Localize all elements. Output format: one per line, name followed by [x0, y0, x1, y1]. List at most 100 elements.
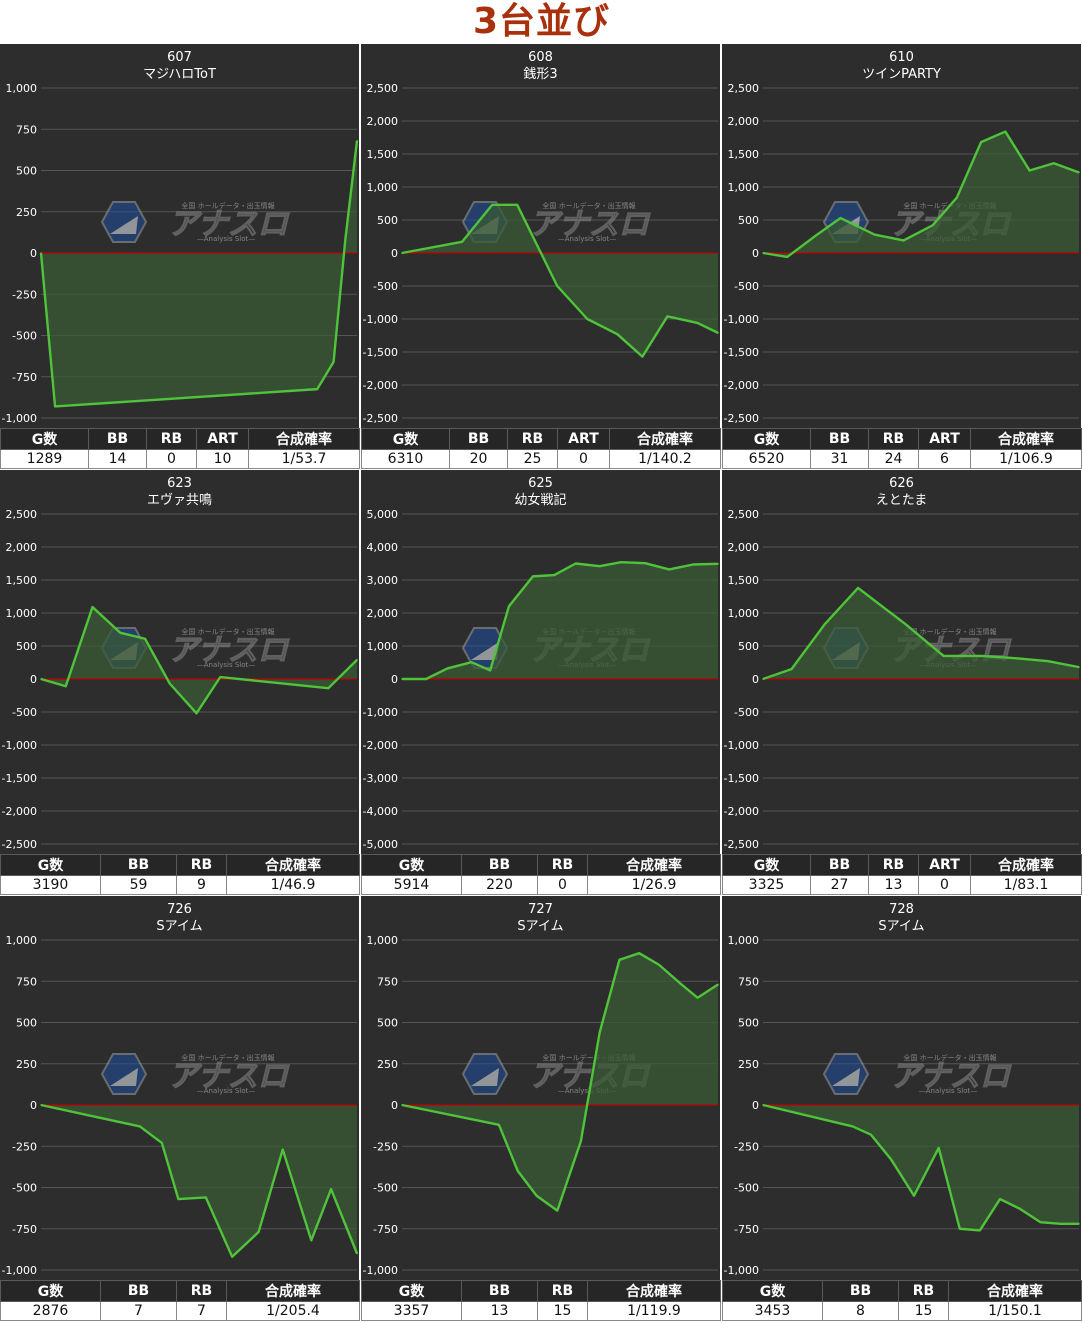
chart-panel-625: 625 幼女戦記 -5,000 -4,000 -3,000 -2,000 -1,000 0 1,… — [361, 470, 721, 895]
stats-header-cell: G数 — [722, 428, 811, 450]
chart-panel-608: 608 銭形3 -2,500 -2,000 -1,500 -1,000 -500 0 500 1,… — [361, 44, 721, 469]
data-point — [666, 315, 669, 318]
y-tick-label: -500 — [373, 280, 398, 293]
data-point — [195, 712, 198, 715]
y-tick-label: 1,500 — [6, 574, 38, 587]
y-tick-label: 500 — [377, 1017, 398, 1030]
stats-header-cell: BB — [100, 854, 177, 876]
stats-value-row: 3190 59 9 1/46.9 — [0, 875, 360, 895]
stats-header-cell: 合成確率 — [226, 1280, 360, 1302]
stats-header-cell: G数 — [722, 854, 811, 876]
stats-header-cell: G数 — [0, 428, 89, 450]
stats-value-cell: 0 — [537, 875, 588, 895]
y-tick-label: -500 — [373, 1182, 398, 1195]
machine-name: マジハロToT — [143, 67, 216, 82]
y-tick-label: 0 — [391, 247, 398, 260]
watermark-sub: —Analysis Slot— — [558, 1087, 616, 1095]
logo-wedge-icon — [110, 216, 138, 234]
stats-header-row: G数 BB RB 合成確率 — [0, 854, 360, 876]
series-line — [40, 605, 358, 715]
area-fill — [402, 953, 718, 1211]
data-point — [139, 1125, 141, 1128]
data-point — [1019, 1208, 1021, 1210]
series-line — [762, 586, 1080, 681]
stats-header-row: G数 BB RB ART 合成確率 — [722, 854, 1082, 876]
watermark-tagline: 全国 ホールデータ・出玉情報 — [181, 627, 274, 636]
stats-value-row: 6520 31 24 6 1/106.9 — [722, 449, 1082, 469]
stats-value-cell: 3453 — [722, 1301, 823, 1321]
stats-header-cell: ART — [557, 428, 610, 450]
data-point — [762, 252, 764, 254]
data-point — [762, 678, 764, 680]
y-tick-label: 2,500 — [728, 82, 760, 95]
y-tick-label: -2,500 — [724, 838, 759, 851]
machine-number: 623 — [167, 476, 192, 491]
stats-header-cell: BB — [461, 1280, 538, 1302]
stats-value-cell: 1289 — [0, 449, 89, 469]
watermark-tagline: 全国 ホールデータ・出玉情報 — [903, 627, 996, 636]
stats-header-cell: ART — [918, 854, 971, 876]
data-point — [161, 1142, 163, 1144]
data-point — [54, 405, 56, 408]
y-tick-label: 4,000 — [367, 541, 399, 554]
stats-header-cell: G数 — [361, 1280, 462, 1302]
stats-value-cell: 6 — [918, 449, 971, 469]
y-tick-label: -1,500 — [724, 346, 759, 359]
data-point — [516, 1170, 519, 1172]
stats-value-cell: 3325 — [722, 875, 811, 895]
data-point — [1078, 171, 1080, 174]
stats-header-cell: 合成確率 — [587, 1280, 721, 1302]
y-tick-label: -2,500 — [2, 838, 37, 851]
y-tick-label: -250 — [12, 288, 37, 301]
stats-header-cell: 合成確率 — [226, 854, 360, 876]
stats-table: G数 BB RB ART 合成確率 1289 14 0 10 1/53.7 — [0, 428, 360, 469]
stats-value-cell: 1/106.9 — [970, 449, 1082, 469]
data-point — [658, 963, 660, 966]
stats-value-cell: 15 — [898, 1301, 949, 1321]
data-point — [678, 982, 681, 984]
data-point — [491, 204, 493, 206]
y-tick-label: -1,000 — [2, 739, 37, 752]
area-fill — [41, 140, 357, 407]
stats-header-cell: RB — [868, 428, 919, 450]
data-point — [618, 959, 621, 961]
y-tick-label: 1,500 — [728, 574, 760, 587]
y-tick-label: -500 — [12, 1182, 37, 1195]
stats-header-cell: RB — [146, 428, 197, 450]
machine-name: Sアイム — [878, 919, 924, 934]
y-tick-label: 2,000 — [367, 607, 399, 620]
y-tick-label: 1,000 — [728, 934, 760, 947]
y-tick-label: -250 — [12, 1140, 37, 1153]
logo-wedge-icon — [110, 1068, 138, 1086]
stats-header-row: G数 BB RB ART 合成確率 — [361, 428, 721, 450]
page-title: 3台並び — [472, 1, 611, 42]
data-point — [696, 996, 699, 999]
area-fill — [763, 587, 1079, 679]
stats-header-cell: 合成確率 — [970, 428, 1082, 450]
y-tick-label: -2,000 — [363, 739, 398, 752]
data-point — [937, 1147, 940, 1149]
data-point — [356, 140, 358, 142]
machine-number: 727 — [528, 902, 553, 917]
stats-value-cell: 10 — [196, 449, 249, 469]
data-point — [1078, 1223, 1080, 1225]
y-tick-label: 1,000 — [728, 181, 760, 194]
stats-value-cell: 6310 — [361, 449, 450, 469]
stats-header-cell: RB — [176, 1280, 227, 1302]
y-tick-label: 5,000 — [367, 508, 399, 521]
data-point — [641, 355, 644, 358]
y-tick-label: -750 — [12, 1223, 37, 1236]
data-point — [64, 685, 67, 688]
watermark-tagline: 全国 ホールデータ・出玉情報 — [542, 201, 635, 210]
y-tick-label: 2,500 — [367, 82, 399, 95]
stats-header-cell: RB — [537, 1280, 588, 1302]
machine-name: エヴァ共鳴 — [147, 492, 212, 508]
data-point — [823, 623, 826, 626]
stats-value-cell: 7 — [100, 1301, 177, 1321]
y-tick-label: 2,500 — [728, 508, 760, 521]
y-tick-label: -2,000 — [724, 379, 759, 392]
chart-svg: 728 Sアイム -1,000 -750 -500 -250 0 250 500 750 1,000… — [724, 902, 1080, 1277]
stats-table: G数 BB RB ART 合成確率 6520 31 24 6 1/106.9 — [722, 428, 1082, 469]
y-tick-label: -500 — [734, 706, 759, 719]
